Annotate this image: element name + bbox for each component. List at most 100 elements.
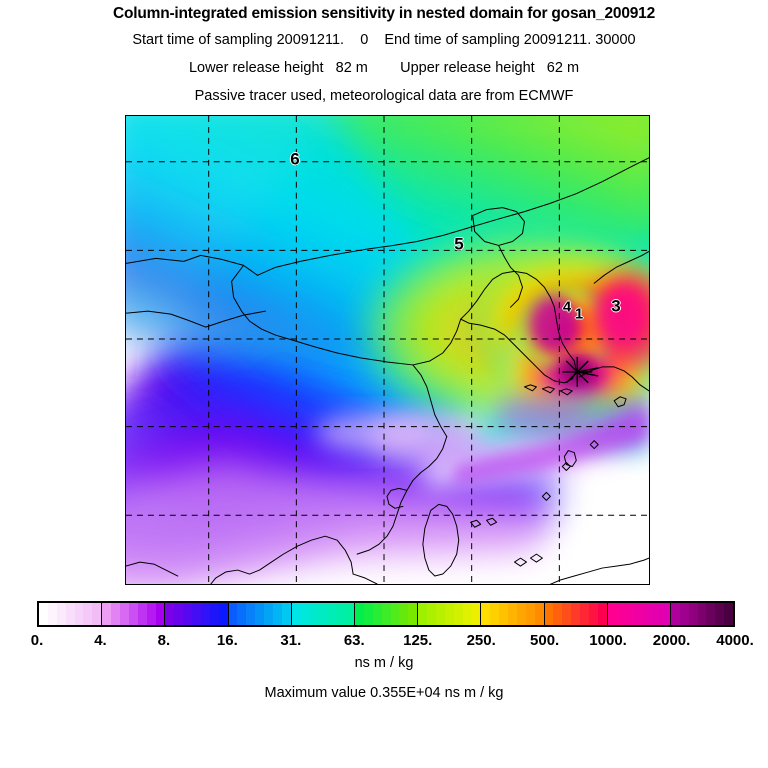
colorbar-tick-labels: 0. 4. 8. 16. 31. 63. 125. 250. 500. 1000. 2000. 400… <box>0 632 768 652</box>
colorbar-band <box>652 603 662 625</box>
colorbar-segment-7 <box>481 603 545 625</box>
tracer-met-data-line: Passive tracer used, meteorological data… <box>194 88 574 104</box>
colorbar-tick-0: 0. <box>30 632 44 649</box>
colorbar-band <box>264 603 274 625</box>
colorbar-tick-11: 4000. <box>716 632 754 649</box>
colorbar-band <box>65 603 75 625</box>
colorbar-band <box>111 603 120 625</box>
colorbar-band <box>137 603 147 625</box>
colorbar-band <box>562 603 572 625</box>
colorbar-band <box>246 603 256 625</box>
colorbar-band <box>453 603 463 625</box>
colorbar-band <box>102 603 112 625</box>
colorbar-band <box>192 603 201 625</box>
colorbar-band <box>679 603 689 625</box>
colorbar-band <box>354 603 364 625</box>
colorbar-tick-2: 8. <box>157 632 171 649</box>
colorbar-band <box>571 603 581 625</box>
colorbar-tick-1: 4. <box>94 632 107 649</box>
colorbar-band <box>544 603 554 625</box>
colorbar-segment-5 <box>354 603 419 625</box>
colorbar-band <box>724 603 734 625</box>
colorbar-band <box>607 603 617 625</box>
colorbar-segment-1 <box>102 603 166 625</box>
colorbar-band <box>363 603 373 625</box>
colorbar-band <box>399 603 409 625</box>
colorbar-band <box>418 603 428 625</box>
page-title: Column-integrated emission sensitivity i… <box>112 5 656 22</box>
colorbar-band <box>471 603 481 625</box>
colorbar-band <box>688 603 698 625</box>
colorbar-segment-0 <box>39 603 103 625</box>
colorbar-band <box>408 603 418 625</box>
colorbar-band <box>318 603 328 625</box>
colorbar-band <box>119 603 129 625</box>
colorbar-segment-9 <box>607 603 671 625</box>
colorbar-band <box>643 603 653 625</box>
colorbar-band <box>372 603 382 625</box>
colorbar-band <box>237 603 247 625</box>
colorbar-band <box>345 603 354 625</box>
colorbar-band <box>427 603 436 625</box>
colorbar-segment-4 <box>291 603 355 625</box>
colorbar-band <box>228 603 238 625</box>
maximum-value-label: Maximum value 0.355E+04 ns m / kg <box>264 685 504 701</box>
colorbar-tick-8: 500. <box>530 632 560 649</box>
colorbar-tick-4: 31. <box>280 632 302 649</box>
colorbar-band <box>300 603 310 625</box>
colorbar-band <box>381 603 391 625</box>
colorbar-tick-10: 2000. <box>652 632 691 649</box>
colorbar-band <box>83 603 93 625</box>
colorbar-band <box>715 603 725 625</box>
colorbar-band <box>336 603 346 625</box>
colorbar-band <box>553 603 563 625</box>
colorbar-band <box>327 603 337 625</box>
colorbar-units-label: ns m / kg <box>354 655 414 671</box>
colorbar-band <box>490 603 500 625</box>
colorbar-segment-2 <box>165 603 229 625</box>
colorbar-band <box>92 603 102 625</box>
colorbar-segment-6 <box>418 603 482 625</box>
emission-sensitivity-field <box>126 116 649 584</box>
colorbar-segment-8 <box>544 603 608 625</box>
colorbar-band <box>39 603 48 625</box>
colorbar-band <box>47 603 57 625</box>
map-plot-area: 6 5 4 1 3 <box>125 115 650 585</box>
colorbar-band <box>525 603 535 625</box>
lat-lon-graticule <box>126 116 649 584</box>
colorbar-band <box>507 603 517 625</box>
colorbar-tick-9: 1000. <box>589 632 627 649</box>
colorbar-band <box>390 603 400 625</box>
colorbar-band <box>183 603 193 625</box>
trajectory-label-6: 6 <box>290 149 300 169</box>
colorbar-band <box>291 603 301 625</box>
colorbar-band <box>697 603 707 625</box>
colorbar-band <box>128 603 138 625</box>
sampling-time-line: Start time of sampling 20091211. 0 End t… <box>132 32 636 48</box>
release-site-asterisk-icon <box>562 356 599 387</box>
colorbar-gradient <box>37 601 735 627</box>
colorbar-band <box>255 603 265 625</box>
colorbar-band <box>588 603 598 625</box>
colorbar-tick-6: 125. <box>403 632 433 649</box>
colorbar-band <box>516 603 526 625</box>
release-site-marker-layer <box>126 116 649 584</box>
colorbar-band <box>580 603 589 625</box>
colorbar-band <box>444 603 454 625</box>
colorbar-tick-5: 63. <box>343 632 365 649</box>
colorbar-band <box>634 603 644 625</box>
colorbar-segment-3 <box>228 603 292 625</box>
colorbar-tick-3: 16. <box>216 632 238 649</box>
colorbar-band <box>706 603 716 625</box>
colorbar-band <box>481 603 491 625</box>
colorbar-band <box>499 603 508 625</box>
colorbar-band <box>56 603 66 625</box>
colorbar-band <box>200 603 210 625</box>
colorbar-band <box>218 603 228 625</box>
colorbar-band <box>309 603 319 625</box>
colorbar-band <box>462 603 472 625</box>
coastline-overlay <box>126 116 649 584</box>
trajectory-label-3: 3 <box>611 296 621 316</box>
colorbar-band <box>165 603 175 625</box>
trajectory-label-4: 4 <box>562 298 572 316</box>
